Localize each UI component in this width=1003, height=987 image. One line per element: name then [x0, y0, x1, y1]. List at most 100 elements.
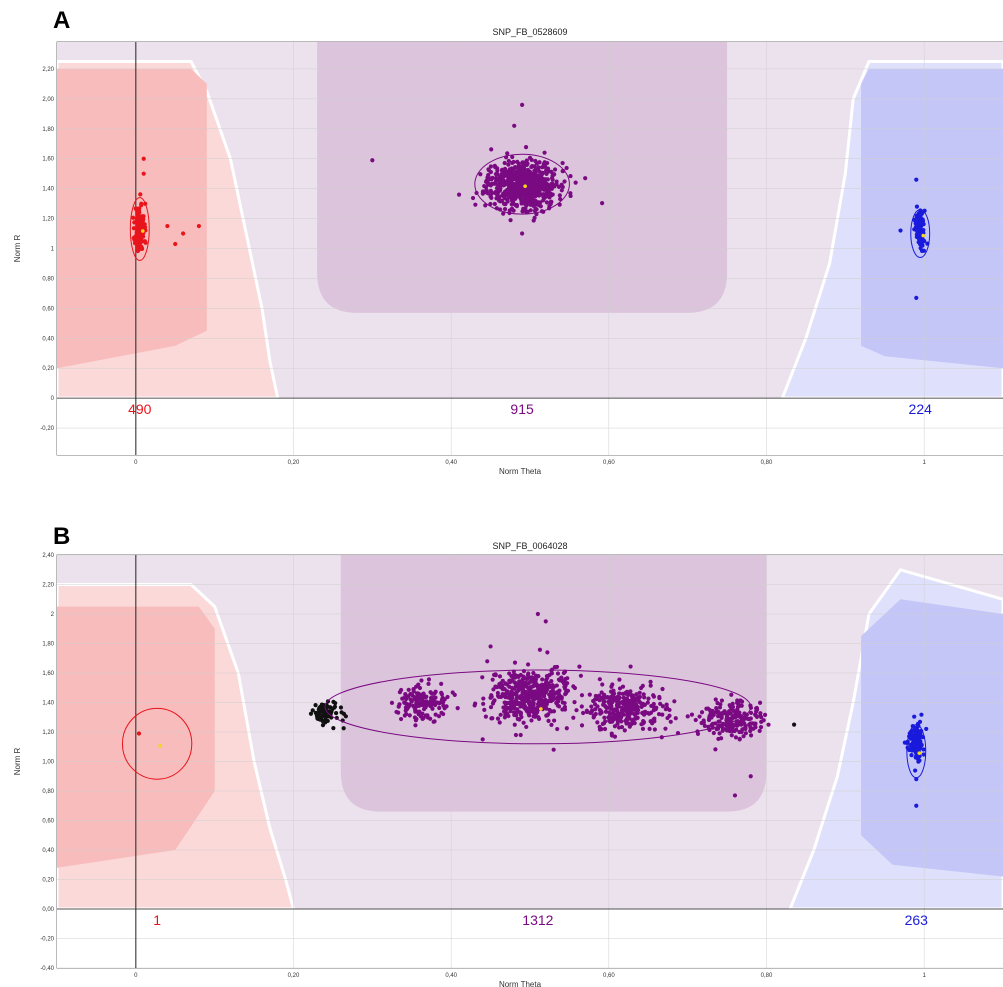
sample-point-ab	[555, 726, 560, 732]
sample-point-ab	[535, 705, 540, 710]
sample-point-ab	[540, 677, 545, 682]
region-aa-inner	[57, 606, 215, 868]
sample-point-ab	[642, 712, 647, 717]
sample-point-ab	[493, 178, 499, 183]
sample-point-ab	[626, 705, 631, 710]
sample-point-ab	[509, 197, 514, 202]
sample-point-ab	[523, 180, 529, 185]
sample-point-ab	[452, 692, 457, 697]
sample-point-ab	[741, 717, 747, 722]
sample-point-ab	[525, 709, 530, 714]
sample-point-ab	[510, 693, 515, 698]
sample-point-aa	[140, 218, 146, 223]
sample-point-ab	[562, 704, 568, 710]
sample-point-ab	[541, 186, 546, 191]
sample-point-ab	[550, 192, 555, 197]
sample-point-ab	[426, 701, 431, 706]
sample-point-ab	[568, 193, 573, 199]
sample-point-bb	[910, 735, 915, 740]
sample-point-ab	[758, 711, 763, 716]
sample-point-bb	[912, 747, 917, 752]
sample-point-ab	[606, 705, 611, 710]
sample-point-ab	[428, 703, 433, 709]
sample-point-ab	[510, 695, 515, 701]
sample-point-ab	[597, 727, 603, 732]
y-tick-label: 2	[51, 612, 55, 618]
sample-point-ab	[559, 678, 565, 684]
sample-point-ab	[412, 695, 417, 700]
sample-point-ab	[563, 683, 568, 689]
sample-point-ab	[558, 694, 563, 699]
sample-point-ab	[541, 701, 546, 706]
sample-point-ab	[423, 705, 428, 710]
sample-point-aa	[143, 240, 148, 245]
sample-point-ab	[542, 698, 547, 703]
region-bb-outer	[787, 568, 1003, 911]
sample-point-ab	[545, 675, 550, 681]
sample-point-ab	[657, 696, 662, 701]
sample-point-bb	[912, 737, 917, 742]
sample-point-ab	[420, 698, 425, 703]
sample-point-ab	[743, 731, 748, 736]
sample-point-ab	[754, 707, 760, 712]
sample-point-ab	[724, 714, 730, 719]
sample-point-ab	[492, 672, 497, 677]
sample-point-ab	[709, 722, 714, 728]
sample-point-ab	[589, 708, 595, 713]
sample-point-bb	[911, 743, 916, 749]
x-tick-label: 0,20	[288, 460, 300, 466]
sample-point-ab	[408, 691, 413, 697]
sample-point-ab	[523, 698, 528, 703]
sample-point-ab	[624, 718, 629, 723]
sample-point-ab	[528, 675, 533, 680]
sample-point-ab	[632, 721, 637, 726]
sample-point-ab	[528, 693, 533, 699]
sample-point-ab	[758, 725, 764, 730]
sample-point-ab	[535, 186, 540, 191]
sample-point-ab	[579, 704, 584, 709]
sample-point-ab	[417, 695, 422, 700]
sample-point-ab	[611, 717, 616, 723]
sample-point-ab	[520, 171, 525, 176]
sample-point-ab	[539, 697, 544, 702]
sample-point-ab	[527, 685, 532, 690]
sample-point-ab	[612, 691, 617, 696]
sample-point-ab	[551, 684, 557, 690]
sample-point-ab	[508, 692, 513, 697]
sample-point-ab	[757, 700, 763, 705]
sample-point-ab	[423, 703, 428, 709]
sample-point-bb	[912, 742, 917, 747]
sample-point-ab	[549, 709, 554, 714]
sample-point-ab	[730, 704, 736, 710]
sample-point-ab	[623, 700, 628, 705]
sample-point-ab	[491, 687, 496, 692]
sample-point-ab	[514, 696, 519, 702]
sample-point-ab	[713, 697, 718, 702]
sample-point-ab	[716, 736, 721, 742]
sample-point-aa	[196, 223, 201, 229]
sample-point-bb	[909, 733, 914, 738]
no-call-point	[328, 705, 333, 710]
sample-point-ab	[537, 690, 542, 695]
sample-point-ab	[546, 681, 551, 686]
sample-point-ab	[421, 715, 426, 721]
sample-point-ab	[516, 682, 522, 687]
sample-point-ab	[428, 699, 433, 705]
sample-point-ab	[642, 695, 647, 700]
sample-point-ab	[410, 703, 416, 708]
sample-point-ab	[630, 706, 636, 711]
sample-point-ab	[647, 726, 652, 731]
sample-point-ab	[753, 712, 758, 717]
no-call-point	[330, 707, 335, 712]
sample-point-ab	[629, 692, 634, 698]
no-call-point	[318, 707, 323, 712]
sample-point-ab	[517, 687, 522, 692]
sample-point-ab	[523, 689, 528, 694]
sample-point-ab	[759, 719, 764, 724]
no-call-point	[313, 710, 318, 715]
sample-point-ab	[530, 695, 535, 700]
sample-point-ab	[613, 696, 618, 701]
sample-point-ab	[504, 711, 509, 716]
sample-point-ab	[514, 713, 519, 718]
sample-point-ab	[610, 697, 615, 702]
